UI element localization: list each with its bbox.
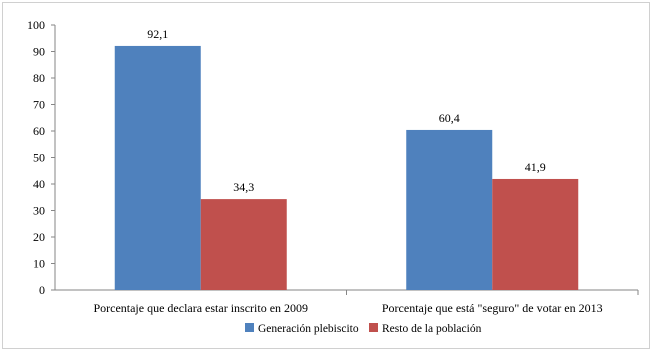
y-tick-label: 60 [33, 124, 45, 138]
bar-generacion-plebiscito [114, 45, 201, 291]
legend-label: Generación plebiscito [258, 323, 359, 335]
y-tick-label: 100 [27, 18, 45, 32]
y-tick-label: 40 [33, 177, 45, 191]
bar-resto-poblacion [492, 178, 579, 290]
data-label: 60,4 [439, 111, 460, 125]
y-tick-label: 50 [33, 151, 45, 165]
y-tick-label: 80 [33, 71, 45, 85]
bars [114, 45, 579, 291]
legend-label: Resto de la población [382, 323, 482, 335]
data-label: 34,3 [233, 180, 254, 194]
y-tick-label: 10 [33, 257, 45, 271]
y-tick-label: 90 [33, 45, 45, 59]
y-tick-label: 20 [33, 230, 45, 244]
legend-swatch [369, 323, 378, 332]
legend: Generación plebiscito Resto de la poblaci… [245, 323, 482, 335]
x-category-label: Porcentaje que está "seguro" de votar en… [382, 301, 603, 315]
bar-resto-poblacion [200, 199, 287, 290]
y-tick-label: 30 [33, 204, 45, 218]
x-category-label: Porcentaje que declara estar inscrito en… [93, 301, 308, 315]
data-label: 92,1 [147, 27, 168, 41]
y-tick-label: 0 [39, 283, 45, 297]
legend-swatch [245, 323, 254, 332]
chart-frame [2, 2, 650, 349]
bar-generacion-plebiscito [406, 129, 493, 290]
data-label: 41,9 [525, 160, 546, 174]
y-tick-label: 70 [33, 98, 45, 112]
labels: 92,1 34,3 Porcentaje que declara estar ins… [93, 27, 602, 315]
